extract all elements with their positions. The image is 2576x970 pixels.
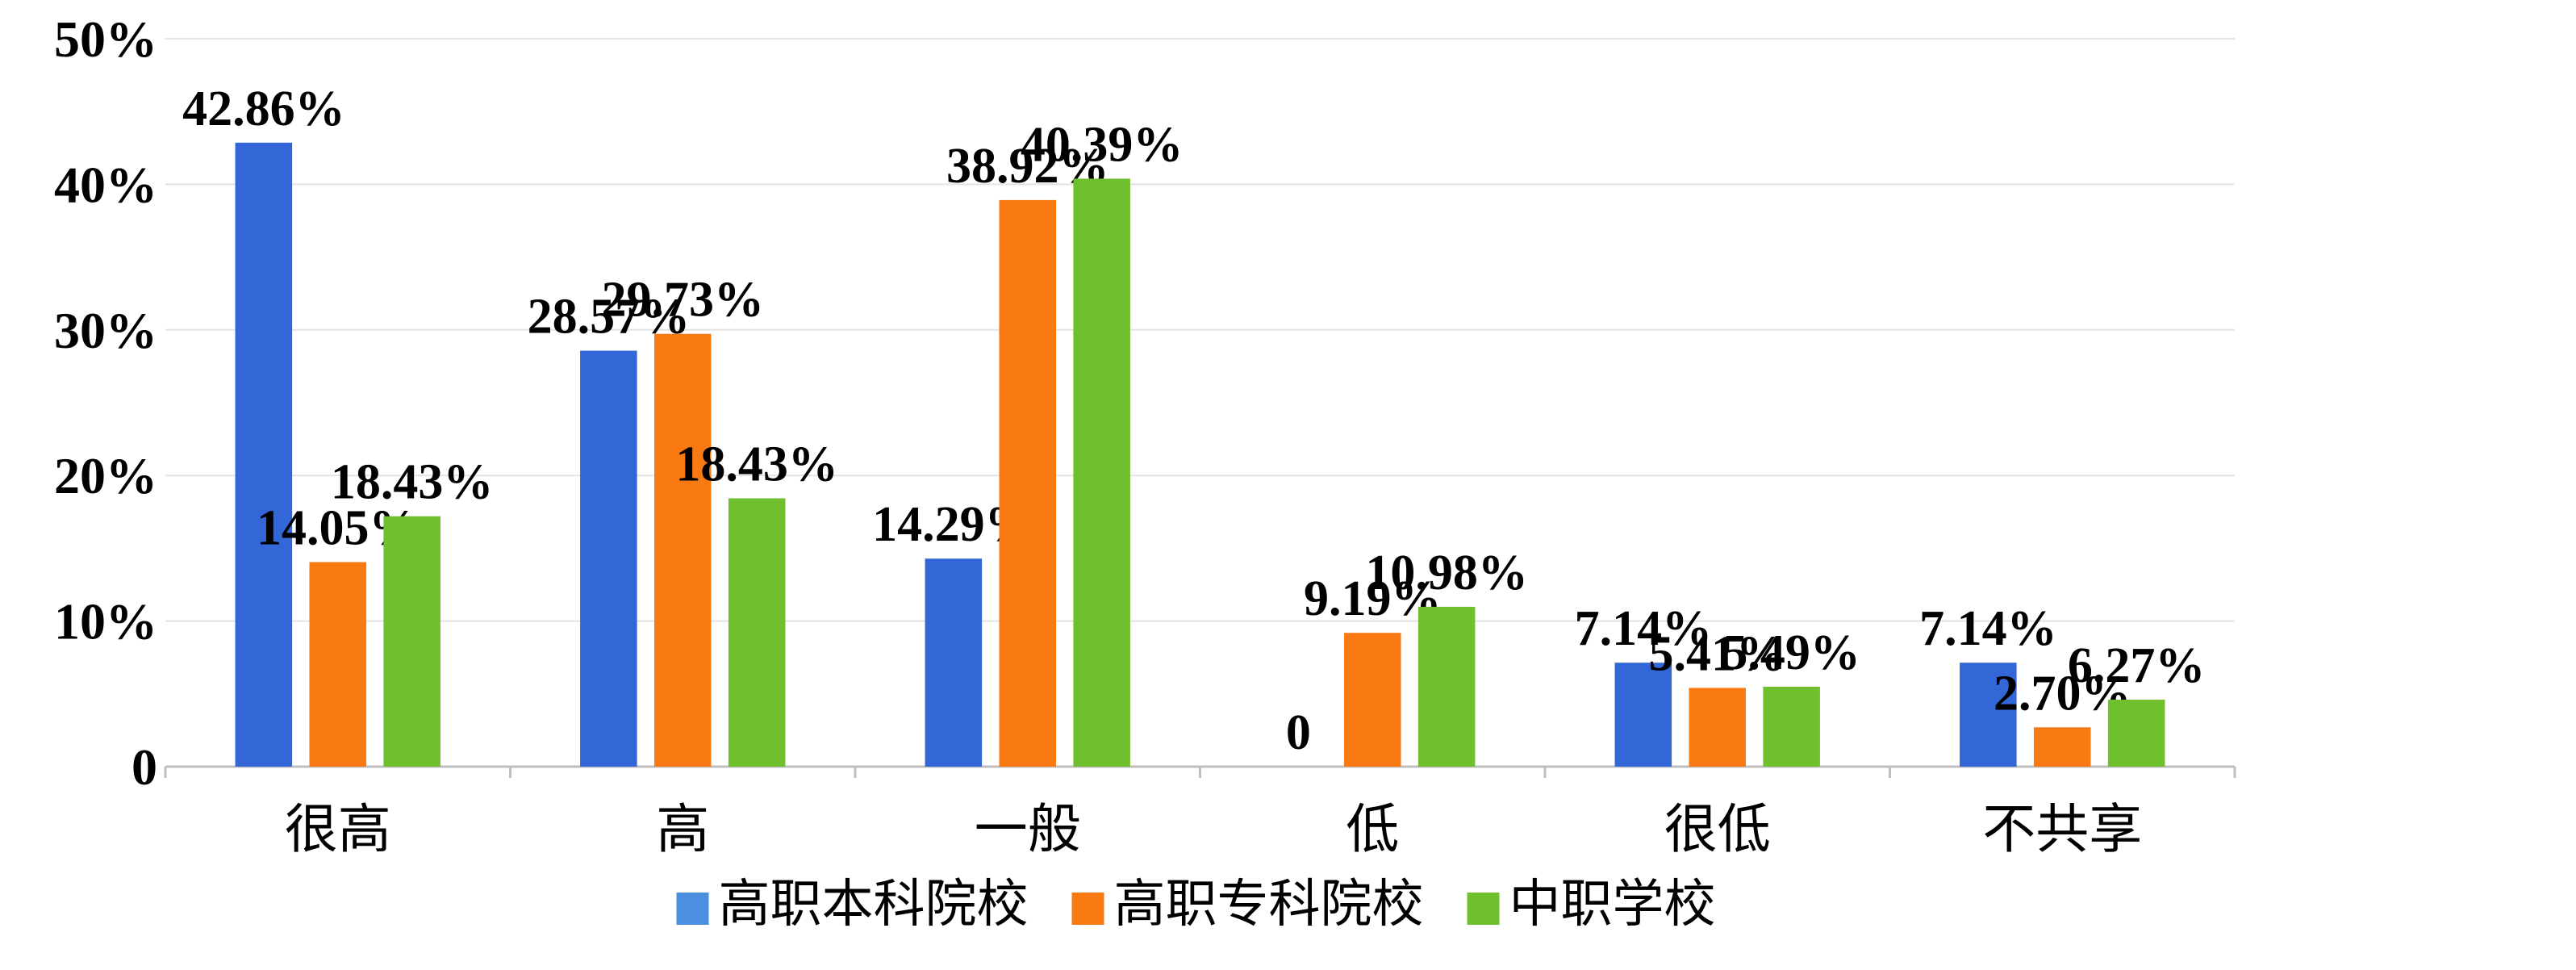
x-tick-label: 不共享 — [1982, 798, 2142, 860]
bar — [309, 562, 367, 767]
bar — [1343, 633, 1401, 767]
data-label: 5.41% — [1649, 626, 1787, 681]
data-label: 7.14% — [1919, 601, 2057, 656]
bar — [1763, 686, 1820, 767]
x-tick-label: 很高 — [285, 798, 391, 860]
y-tick-label: 0 — [132, 738, 157, 796]
legend-label: 高职专科院校 — [1114, 875, 1424, 934]
bar — [383, 516, 440, 767]
legend-label: 高职本科院校 — [719, 875, 1029, 934]
bar — [728, 498, 786, 767]
y-tick-label: 30% — [54, 302, 157, 359]
data-label: 40.39% — [1021, 117, 1184, 172]
x-tick-label: 一般 — [975, 798, 1081, 860]
bar — [1073, 178, 1130, 767]
bar — [2107, 700, 2165, 767]
bar — [1689, 688, 1747, 767]
legend-label: 中职学校 — [1509, 875, 1716, 934]
y-tick-label: 40% — [54, 156, 157, 213]
data-label: 18.43% — [675, 437, 838, 492]
data-label: 42.86% — [182, 82, 345, 136]
bar — [2033, 727, 2091, 767]
x-tick-label: 低 — [1346, 798, 1399, 860]
bar — [1417, 606, 1476, 767]
bar — [235, 142, 293, 767]
bar — [580, 350, 637, 767]
x-tick-label: 高 — [656, 798, 709, 860]
y-tick-label: 20% — [54, 447, 157, 504]
legend-swatch — [676, 893, 709, 925]
bar — [653, 333, 712, 767]
data-label: 7.14% — [1575, 601, 1713, 656]
data-label: 0 — [1286, 705, 1311, 760]
legend-swatch — [1467, 893, 1500, 925]
bar — [999, 199, 1057, 767]
data-label: 5.49% — [1722, 625, 1860, 680]
bar — [1960, 663, 2017, 767]
data-label: 10.98% — [1365, 546, 1528, 600]
legend-swatch — [1071, 893, 1104, 925]
x-tick-label: 很低 — [1664, 798, 1771, 860]
data-label: 6.27% — [2068, 638, 2206, 693]
bar — [1614, 663, 1672, 767]
y-tick-label: 10% — [54, 593, 157, 650]
bar — [925, 558, 983, 767]
data-label: 18.43% — [331, 455, 494, 510]
data-label: 29.73% — [602, 273, 765, 328]
y-tick-label: 50% — [54, 10, 157, 68]
